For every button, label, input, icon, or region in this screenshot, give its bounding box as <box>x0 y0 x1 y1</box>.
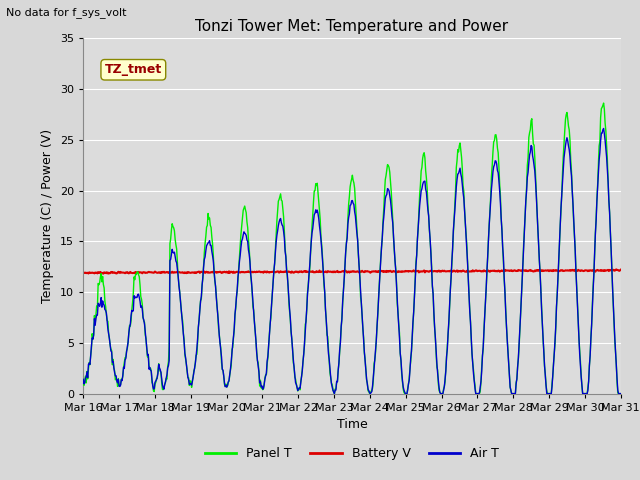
Y-axis label: Temperature (C) / Power (V): Temperature (C) / Power (V) <box>42 129 54 303</box>
X-axis label: Time: Time <box>337 418 367 431</box>
Text: TZ_tmet: TZ_tmet <box>105 63 162 76</box>
Legend: Panel T, Battery V, Air T: Panel T, Battery V, Air T <box>200 443 504 466</box>
Title: Tonzi Tower Met: Temperature and Power: Tonzi Tower Met: Temperature and Power <box>195 20 509 35</box>
Text: No data for f_sys_volt: No data for f_sys_volt <box>6 7 127 18</box>
